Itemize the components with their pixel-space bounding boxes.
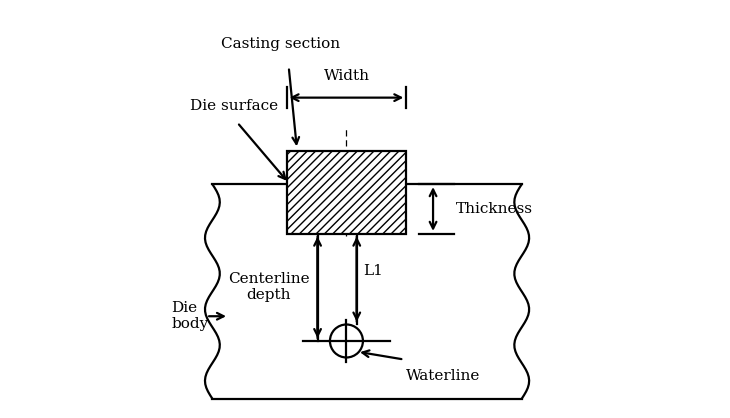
Text: Die surface: Die surface	[190, 99, 278, 113]
Text: L1: L1	[363, 264, 383, 278]
Text: Casting section: Casting section	[221, 37, 340, 51]
Text: Width: Width	[323, 69, 369, 83]
Bar	[287, 151, 406, 234]
Text: Thickness: Thickness	[456, 202, 533, 216]
Text: Centerline
depth: Centerline depth	[228, 272, 310, 303]
Text: Waterline: Waterline	[406, 369, 480, 383]
Text: Die
body: Die body	[171, 301, 208, 331]
